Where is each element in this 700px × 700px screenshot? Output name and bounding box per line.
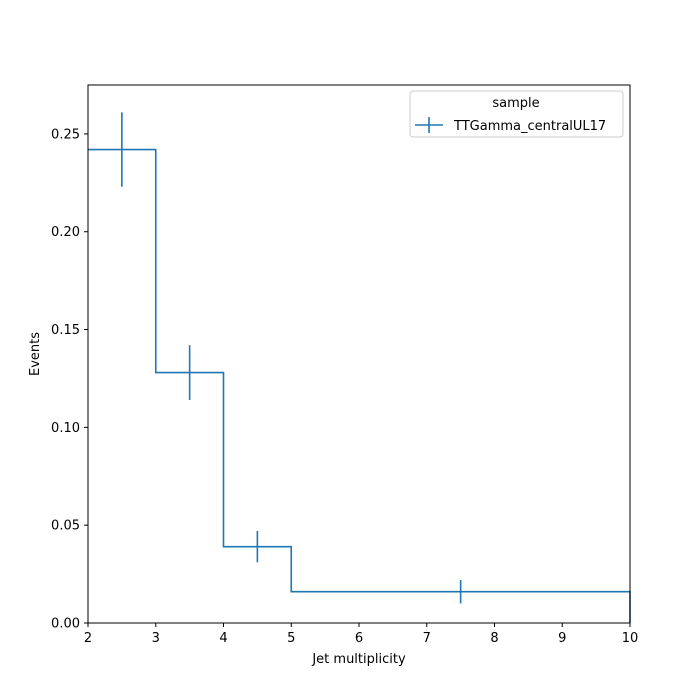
legend-marker <box>415 117 443 133</box>
y-axis-label: Events <box>28 332 43 376</box>
x-tick-label: 8 <box>490 631 498 646</box>
y-tick-label: 0.20 <box>51 225 80 240</box>
y-tick-label: 0.10 <box>51 421 80 436</box>
x-tick-label: 7 <box>423 631 431 646</box>
y-tick-label: 0.05 <box>51 519 80 534</box>
y-tick-label: 0.15 <box>51 323 80 338</box>
histogram-step-line <box>88 148 631 623</box>
x-tick-label: 10 <box>622 631 639 646</box>
legend-box <box>409 90 624 138</box>
y-tick-label: 0.25 <box>51 127 80 142</box>
x-tick-label: 4 <box>219 631 227 646</box>
y-tick-label: 0.00 <box>51 617 80 632</box>
x-tick-label: 6 <box>355 631 363 646</box>
ticks: 2 3 4 5 6 7 8 9 10 0.00 0.05 0.10 0.15 0.20 0.25 <box>51 127 638 646</box>
legend-title: sample <box>492 96 539 111</box>
x-axis-label: Jet multiplicity <box>311 652 406 667</box>
legend-entry-label: TTGamma_centralUL17 <box>453 119 606 134</box>
x-tick-label: 3 <box>152 631 160 646</box>
x-tick-label: 2 <box>84 631 92 646</box>
x-tick-label: 5 <box>287 631 295 646</box>
plot-area <box>88 112 631 623</box>
legend: sample TTGamma_centralUL17 <box>409 90 624 138</box>
x-tick-label: 9 <box>558 631 566 646</box>
